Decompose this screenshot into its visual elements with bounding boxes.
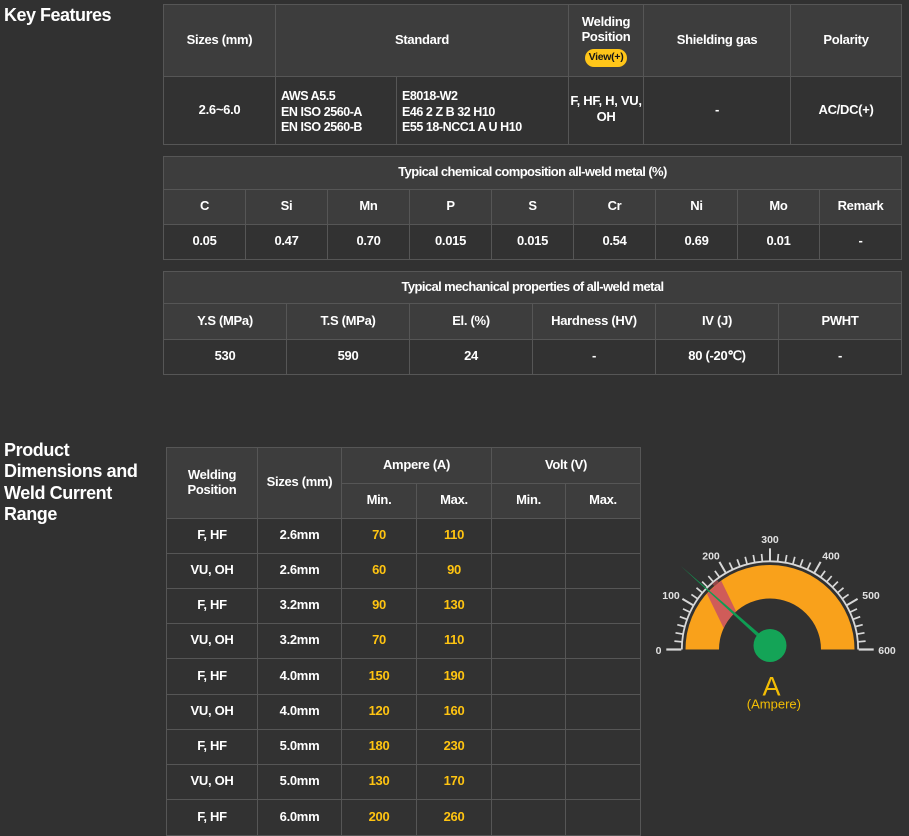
svg-text:300: 300	[761, 534, 779, 546]
svg-text:(Ampere): (Ampere)	[747, 697, 801, 712]
svg-text:600: 600	[878, 645, 896, 657]
svg-text:0: 0	[656, 645, 662, 657]
svg-text:A: A	[762, 672, 780, 702]
svg-text:200: 200	[702, 551, 720, 563]
svg-text:100: 100	[662, 590, 680, 602]
svg-text:400: 400	[822, 551, 840, 563]
svg-text:500: 500	[862, 590, 880, 602]
